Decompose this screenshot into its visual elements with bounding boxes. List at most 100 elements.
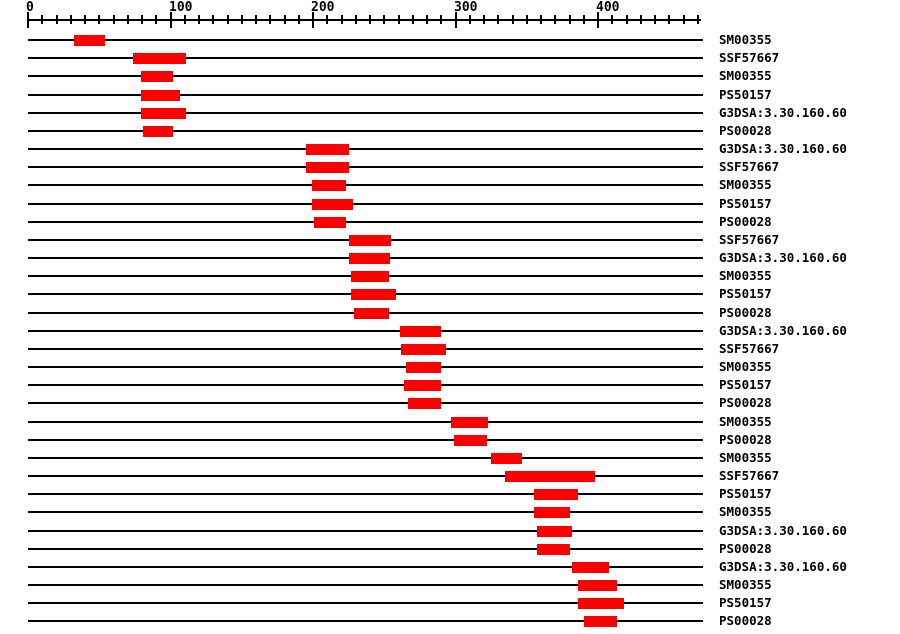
- ruler-axis-line: [28, 19, 701, 21]
- ruler-minor-tick: [284, 15, 286, 24]
- ruler-minor-tick: [113, 15, 115, 24]
- domain-bar: [572, 562, 609, 573]
- domain-bar: [354, 308, 389, 319]
- domain-bar: [141, 108, 186, 119]
- feature-label: SM00355: [719, 414, 772, 429]
- ruler-minor-tick: [383, 15, 385, 24]
- domain-bar: [74, 35, 105, 46]
- domain-bar: [534, 489, 578, 500]
- ruler-minor-tick: [298, 15, 300, 24]
- domain-bar: [141, 71, 173, 82]
- ruler-minor-tick: [255, 15, 257, 24]
- ruler-minor-tick: [127, 15, 129, 24]
- domain-bar: [306, 162, 349, 173]
- ruler-minor-tick: [241, 15, 243, 24]
- ruler-minor-tick: [412, 15, 414, 24]
- ruler-major-tick: [170, 12, 172, 28]
- feature-label: PS00028: [719, 214, 772, 229]
- sequence-line: [28, 221, 703, 223]
- ruler-major-tick: [455, 12, 457, 28]
- domain-bar: [141, 90, 180, 101]
- ruler-minor-tick: [569, 15, 571, 24]
- feature-label: PS00028: [719, 432, 772, 447]
- domain-bar: [349, 253, 390, 264]
- sequence-line: [28, 57, 703, 59]
- domain-bar: [349, 235, 391, 246]
- domain-bar: [312, 199, 353, 210]
- domain-bar: [578, 598, 624, 609]
- sequence-line: [28, 584, 703, 586]
- domain-bar: [404, 380, 441, 391]
- ruler-minor-tick: [141, 15, 143, 24]
- sequence-line: [28, 602, 703, 604]
- domain-bar: [537, 544, 570, 555]
- ruler-minor-tick: [469, 15, 471, 24]
- ruler-minor-tick: [697, 15, 699, 24]
- ruler-minor-tick: [668, 15, 670, 24]
- ruler-minor-tick: [56, 15, 58, 24]
- sequence-line: [28, 166, 703, 168]
- feature-label: PS00028: [719, 613, 772, 628]
- domain-bar: [454, 435, 487, 446]
- feature-label: SM00355: [719, 177, 772, 192]
- ruler-minor-tick: [554, 15, 556, 24]
- sequence-line: [28, 384, 703, 386]
- ruler-minor-tick: [583, 15, 585, 24]
- ruler-minor-tick: [198, 15, 200, 24]
- domain-bar: [351, 289, 396, 300]
- feature-label: SM00355: [719, 577, 772, 592]
- ruler-minor-tick: [512, 15, 514, 24]
- domain-bar: [400, 326, 441, 337]
- sequence-line: [28, 620, 703, 622]
- ruler-minor-tick: [426, 15, 428, 24]
- domain-bar: [491, 453, 522, 464]
- feature-label: PS50157: [719, 377, 772, 392]
- sequence-line: [28, 530, 703, 532]
- ruler-major-tick: [27, 12, 29, 28]
- sequence-line: [28, 402, 703, 404]
- feature-label: SSF57667: [719, 341, 780, 356]
- ruler-minor-tick: [355, 15, 357, 24]
- sequence-line: [28, 493, 703, 495]
- ruler-minor-tick: [440, 15, 442, 24]
- ruler-tick-label: 100: [169, 0, 193, 15]
- ruler-minor-tick: [155, 15, 157, 24]
- sequence-line: [28, 330, 703, 332]
- domain-bar: [312, 180, 346, 191]
- ruler-major-tick: [312, 12, 314, 28]
- feature-label: PS50157: [719, 286, 772, 301]
- ruler-minor-tick: [184, 15, 186, 24]
- domain-bar: [451, 417, 488, 428]
- feature-label: SSF57667: [719, 468, 780, 483]
- sequence-line: [28, 94, 703, 96]
- feature-label: PS00028: [719, 123, 772, 138]
- feature-label: SSF57667: [719, 50, 780, 65]
- ruler-tick-label: 400: [596, 0, 620, 15]
- feature-label: SSF57667: [719, 159, 780, 174]
- ruler-tick-label: 300: [454, 0, 478, 15]
- ruler-minor-tick: [98, 15, 100, 24]
- feature-label: SM00355: [719, 359, 772, 374]
- sequence-line: [28, 75, 703, 77]
- domain-bar: [534, 507, 570, 518]
- feature-label: PS00028: [719, 395, 772, 410]
- ruler-minor-tick: [526, 15, 528, 24]
- feature-label: SM00355: [719, 68, 772, 83]
- ruler-minor-tick: [483, 15, 485, 24]
- ruler-tick-label: 200: [311, 0, 335, 15]
- ruler-minor-tick: [497, 15, 499, 24]
- feature-label: PS50157: [719, 87, 772, 102]
- feature-label: G3DSA:3.30.160.60: [719, 323, 847, 338]
- ruler-minor-tick: [640, 15, 642, 24]
- feature-label: PS00028: [719, 541, 772, 556]
- feature-label: PS50157: [719, 595, 772, 610]
- ruler-minor-tick: [611, 15, 613, 24]
- domain-bar: [537, 526, 572, 537]
- ruler-minor-tick: [84, 15, 86, 24]
- sequence-line: [28, 566, 703, 568]
- sequence-line: [28, 39, 703, 41]
- ruler-minor-tick: [540, 15, 542, 24]
- domain-bar: [505, 471, 595, 482]
- domain-bar: [584, 616, 617, 627]
- feature-label: PS00028: [719, 305, 772, 320]
